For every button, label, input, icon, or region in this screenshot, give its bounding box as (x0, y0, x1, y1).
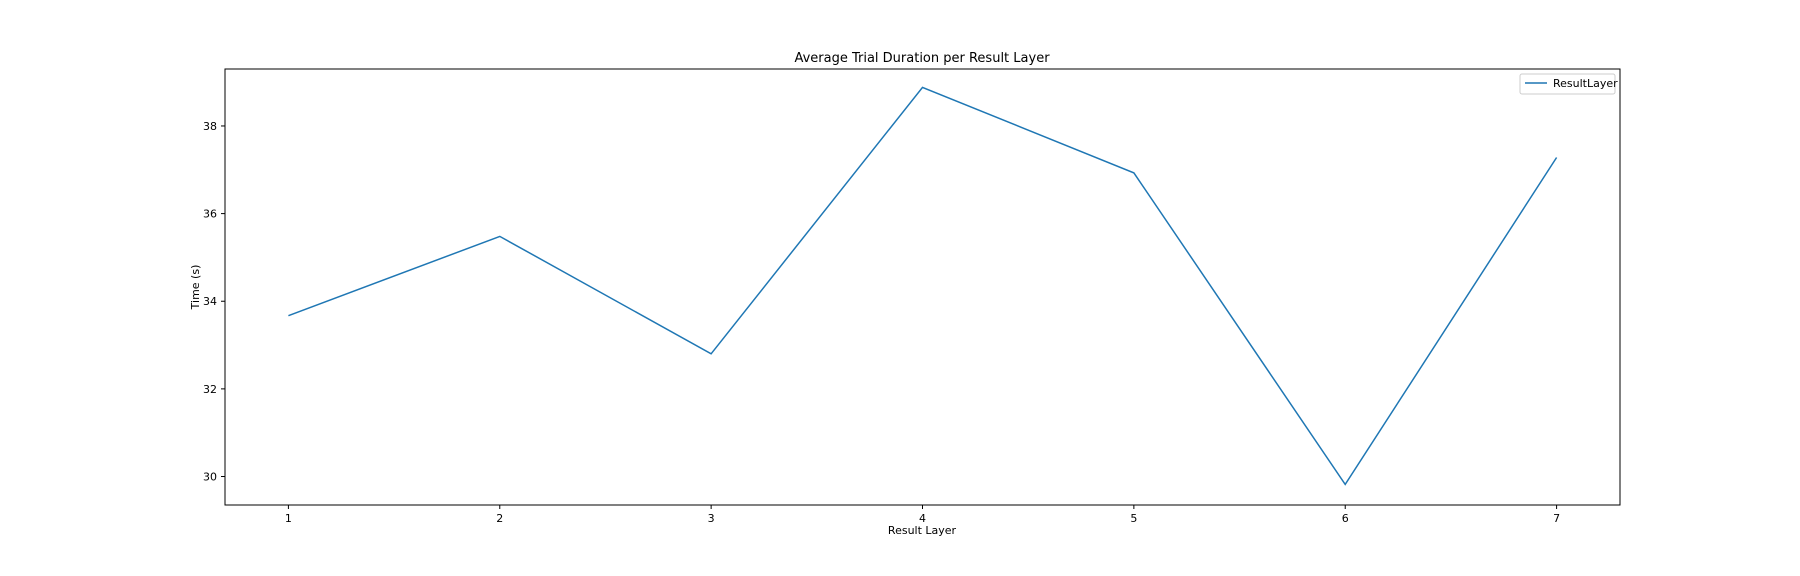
x-axis: 1 2 3 4 5 6 7 (285, 505, 1560, 525)
y-tick-label: 36 (203, 208, 217, 221)
y-tick-label: 30 (203, 471, 217, 484)
y-tick-label: 38 (203, 120, 217, 133)
plot-area (288, 86, 1558, 486)
x-tick-label: 6 (1342, 512, 1349, 525)
series-line-resultlayer (288, 86, 1558, 486)
x-tick-label: 4 (919, 512, 926, 525)
x-axis-label: Result Layer (888, 524, 957, 537)
x-tick-label: 2 (496, 512, 503, 525)
x-tick-label: 3 (708, 512, 715, 525)
y-tick-label: 32 (203, 383, 217, 396)
plot-frame (224, 68, 1621, 506)
y-axis: 30 32 34 36 38 (203, 120, 225, 484)
legend-label-resultlayer: ResultLayer (1553, 77, 1618, 90)
y-tick-label: 34 (203, 295, 217, 308)
legend: ResultLayer (1519, 73, 1618, 95)
chart-title: Average Trial Duration per Result Layer (794, 51, 1050, 66)
x-tick-label: 1 (285, 512, 292, 525)
y-axis-label: Time (s) (189, 265, 202, 311)
x-tick-label: 5 (1130, 512, 1137, 525)
x-tick-label: 7 (1553, 512, 1560, 525)
legend-box (1519, 73, 1616, 95)
